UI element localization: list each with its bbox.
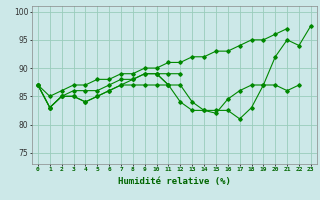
X-axis label: Humidité relative (%): Humidité relative (%): [118, 177, 231, 186]
